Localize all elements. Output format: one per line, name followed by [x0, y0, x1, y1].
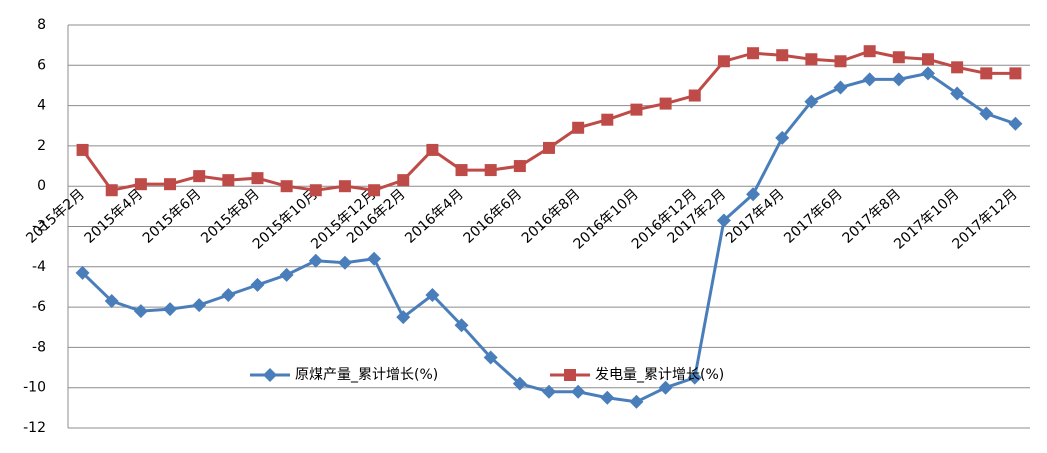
y-tick-label: -12	[23, 420, 46, 436]
marker	[950, 86, 965, 101]
marker	[309, 184, 322, 197]
marker	[951, 61, 964, 74]
marker	[630, 103, 643, 116]
marker	[134, 178, 147, 191]
marker	[601, 113, 614, 126]
marker	[426, 143, 439, 156]
x-tick-label: 2016年4月	[402, 186, 467, 246]
marker	[76, 143, 89, 156]
marker	[368, 184, 381, 197]
legend-label: 原煤产量_累计增长(%)	[295, 367, 438, 383]
marker	[687, 370, 702, 385]
y-tick-label: 6	[37, 57, 46, 73]
x-tick-label: 2017年6月	[781, 186, 846, 246]
marker	[746, 187, 761, 202]
marker	[222, 174, 235, 187]
y-tick-label: 0	[37, 178, 46, 194]
marker	[484, 164, 497, 177]
marker	[483, 350, 498, 365]
marker	[221, 288, 236, 303]
marker	[833, 80, 848, 95]
marker	[133, 304, 148, 319]
marker	[629, 394, 644, 409]
marker	[571, 384, 586, 399]
marker	[776, 49, 789, 62]
y-tick-label: -4	[32, 259, 46, 275]
marker	[104, 294, 119, 309]
marker	[891, 72, 906, 87]
x-tick-label: 2015年6月	[140, 186, 205, 246]
x-tick-label: 2016年6月	[461, 186, 526, 246]
marker	[367, 251, 382, 266]
legend-label: 发电量_累计增长(%)	[595, 367, 724, 383]
marker	[688, 89, 701, 102]
series-line	[81, 49, 1016, 192]
marker	[279, 267, 294, 282]
marker	[979, 106, 994, 121]
marker	[658, 380, 673, 395]
y-tick-label: -8	[32, 339, 46, 355]
marker	[163, 302, 178, 317]
marker	[805, 53, 818, 66]
marker	[75, 265, 90, 280]
y-tick-label: 4	[37, 98, 46, 114]
marker	[396, 310, 411, 325]
marker	[512, 376, 527, 391]
marker	[543, 141, 555, 154]
marker	[980, 67, 993, 80]
marker	[804, 94, 819, 109]
marker	[164, 178, 177, 191]
marker	[1008, 116, 1023, 131]
y-tick-label: -6	[32, 299, 46, 315]
marker	[659, 97, 672, 110]
marker	[250, 277, 265, 292]
marker	[834, 55, 847, 68]
marker	[863, 45, 876, 58]
x-tick-label: 2015年2月	[23, 186, 88, 246]
marker	[716, 213, 731, 228]
y-tick-label: 2	[37, 138, 46, 154]
y-tick-label: -2	[32, 219, 46, 235]
marker	[920, 66, 935, 81]
marker	[572, 121, 585, 134]
marker	[263, 368, 277, 382]
marker	[921, 53, 934, 66]
marker	[564, 369, 576, 381]
marker	[193, 170, 206, 183]
y-tick-label: -10	[23, 380, 46, 396]
marker	[251, 172, 264, 185]
marker	[513, 160, 526, 173]
marker	[397, 174, 410, 187]
marker	[105, 184, 118, 197]
marker	[280, 180, 293, 193]
marker	[775, 130, 790, 145]
y-tick-label: 8	[37, 17, 46, 33]
marker	[454, 318, 469, 333]
marker	[455, 164, 468, 177]
marker	[192, 298, 207, 313]
marker	[747, 47, 760, 60]
marker	[892, 51, 905, 64]
marker	[717, 55, 730, 68]
marker	[425, 288, 440, 303]
marker	[600, 390, 615, 405]
marker	[1009, 67, 1022, 80]
series-line	[81, 71, 1016, 404]
marker	[308, 253, 323, 268]
marker	[337, 255, 352, 270]
marker	[542, 384, 556, 399]
marker	[862, 72, 877, 87]
marker	[338, 180, 351, 193]
